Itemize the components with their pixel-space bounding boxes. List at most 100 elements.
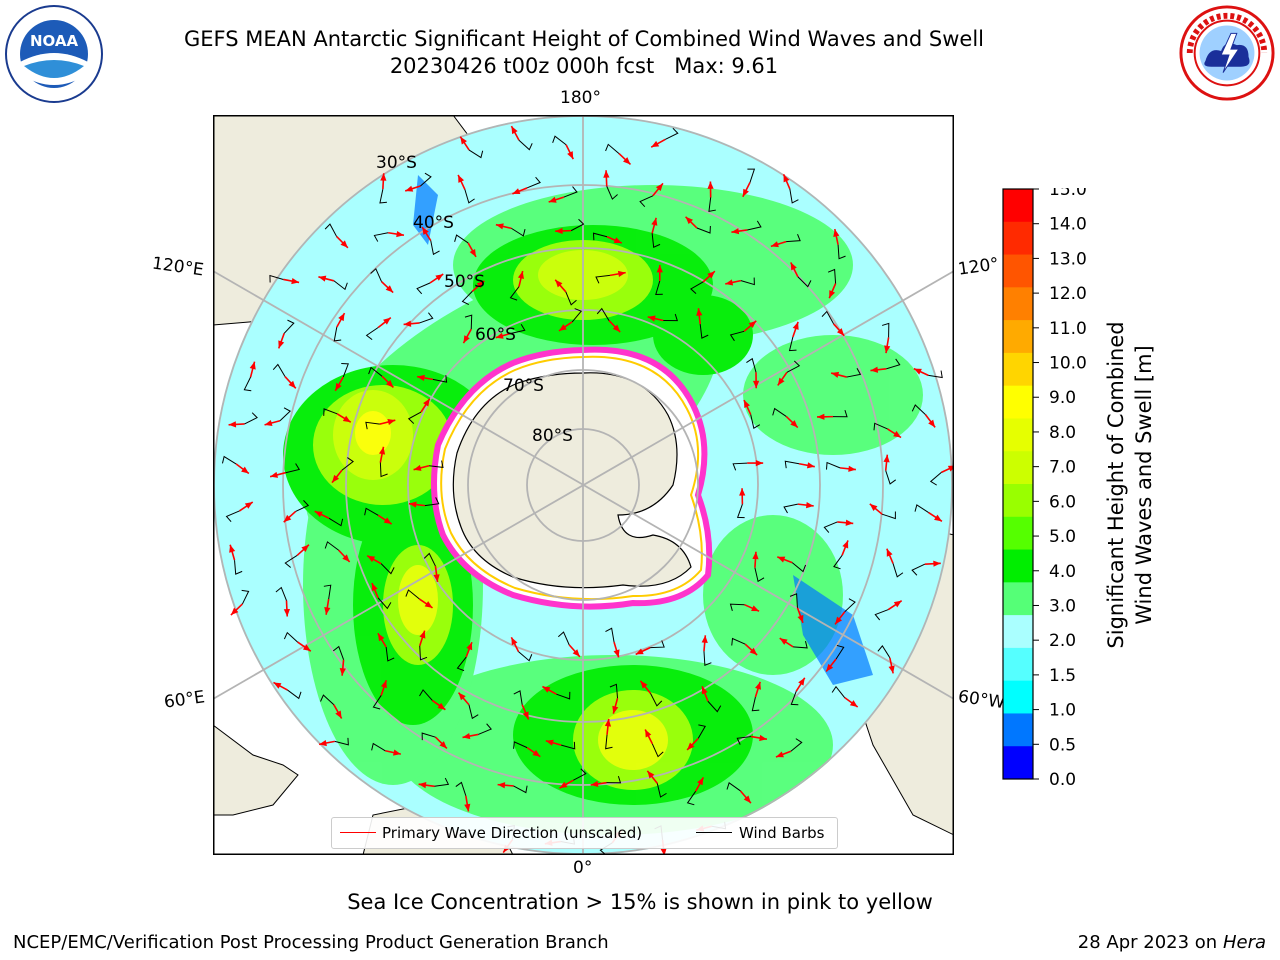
wind-barb <box>279 407 292 422</box>
wind-barb <box>731 637 746 646</box>
wind-barb <box>429 460 444 468</box>
wave-direction-arrowhead <box>244 502 253 509</box>
footer-date-text: 28 Apr 2023 on <box>1077 932 1223 953</box>
wave-direction-arrowhead <box>288 380 296 389</box>
wave-direction-arrowhead <box>437 702 446 710</box>
wind-barb <box>729 330 745 342</box>
colorbar-swatch <box>1003 254 1033 288</box>
wind-barb <box>333 327 342 342</box>
wind-barb <box>513 690 523 705</box>
wave-direction-arrowhead <box>413 464 422 471</box>
wave-direction-arrowhead <box>884 345 891 354</box>
wave-direction-arrowhead <box>893 600 902 608</box>
wind-barb <box>221 455 237 465</box>
lat-label-70s: 70°S <box>503 376 544 396</box>
wind-barb <box>405 589 420 600</box>
wind-barb <box>295 500 310 512</box>
wind-barb <box>592 232 608 241</box>
wind-barb <box>655 280 663 295</box>
wave-direction-arrowhead <box>291 278 300 285</box>
wave-direction-arrowhead <box>367 555 376 563</box>
wave-direction-arrowhead <box>755 459 764 467</box>
wave-direction-arrowhead <box>775 751 784 758</box>
wave-direction-arrowhead <box>377 633 385 642</box>
wind-barb <box>323 584 332 600</box>
wind-barb <box>726 781 741 792</box>
wave-direction-arrowhead <box>466 642 473 651</box>
wave-direction-arrowhead <box>651 140 660 148</box>
lon-label-0: 0° <box>573 858 593 878</box>
wind-barb <box>365 327 379 341</box>
wave-direction-arrowhead <box>687 742 695 750</box>
wave-direction-arrowhead <box>511 126 518 135</box>
wind-barb <box>651 743 664 758</box>
wind-barb <box>732 462 748 471</box>
wave-direction-arrowhead <box>273 682 282 689</box>
wind-barb <box>789 593 798 608</box>
wind-barb <box>454 234 469 244</box>
wave-direction-arrowhead <box>371 583 378 592</box>
wave-direction-arrowhead <box>335 710 342 719</box>
colorbar-label-line1: Significant Height of Combined <box>1104 321 1128 649</box>
colorbar-swatch <box>1003 713 1033 747</box>
wave-direction-arrowhead <box>933 560 941 567</box>
wave-direction-arrowhead <box>748 320 757 329</box>
wave-direction-arrowhead <box>458 174 465 183</box>
wave-direction-arrowhead <box>836 328 845 336</box>
wind-barb <box>341 363 349 378</box>
wind-barb <box>565 291 577 306</box>
lat-label-80s: 80°S <box>532 426 573 446</box>
wave-direction-arrowhead <box>380 680 387 689</box>
wave-direction-arrowhead <box>462 732 471 740</box>
colorbar-tick-label: 6.0 <box>1049 492 1076 512</box>
wind-barb <box>244 412 258 425</box>
wind-barb <box>911 563 925 576</box>
wind-barb <box>736 504 745 519</box>
wave-direction-arrowhead <box>497 782 506 789</box>
wave-direction-arrowhead <box>870 366 879 373</box>
wind-barb <box>929 471 942 486</box>
wind-barb <box>877 645 891 658</box>
wave-direction-arrowhead <box>249 361 256 370</box>
wave-direction-arrowhead <box>433 574 440 582</box>
wind-barb <box>606 775 622 784</box>
wave-direction-arrowhead <box>759 734 767 742</box>
wave-direction-arrowhead <box>893 430 902 438</box>
wave-direction-arrowhead <box>439 741 447 749</box>
wave-direction-arrowhead <box>934 514 942 522</box>
wave-direction-arrowhead <box>845 519 854 526</box>
colorbar-tick-label: 3.0 <box>1049 596 1076 616</box>
wind-barb <box>789 189 799 204</box>
colorbar-tick-label: 2.0 <box>1049 631 1076 651</box>
wave-direction-arrowhead <box>798 677 805 686</box>
wave-direction-arrowhead <box>241 466 249 474</box>
colorbar: 15.0 14.0 13.0 12.0 11.0 10.0 9.0 8.0 7.0 6.0 5.0 4… <box>1000 180 1110 792</box>
colorbar-tick-label: 10.0 <box>1049 354 1087 374</box>
wind-barb <box>284 555 298 568</box>
wave-direction-arrowhead <box>888 665 895 674</box>
wind-barb <box>468 149 484 159</box>
wave-direction-arrowhead <box>301 544 309 552</box>
wind-barb <box>736 736 752 745</box>
wave-direction-arrowhead <box>383 317 391 325</box>
wave-direction-arrowhead <box>463 335 470 344</box>
wave-direction-arrowhead <box>655 183 663 192</box>
wind-barb <box>432 375 448 383</box>
wave-direction-arrowhead <box>379 446 386 455</box>
wind-barb <box>434 777 450 787</box>
chart-title: GEFS MEAN Antarctic Significant Height o… <box>183 27 985 51</box>
wave-direction-arrowhead <box>685 216 694 225</box>
wave-direction-arrowhead <box>731 228 740 235</box>
colorbar-swatch <box>1003 484 1033 518</box>
wave-direction-arrowhead <box>283 608 291 617</box>
wave-direction-arrowhead <box>572 649 580 657</box>
wave-direction-arrowhead <box>385 285 394 293</box>
colorbar-tick-label: 4.0 <box>1049 562 1076 582</box>
wave-direction-arrowhead <box>380 173 387 181</box>
wave-direction-arrowhead <box>512 188 521 194</box>
wind-barb <box>892 563 904 578</box>
wind-barb <box>750 414 761 430</box>
wave-direction-arrowhead <box>278 340 285 349</box>
wave-direction-arrowhead <box>913 368 922 375</box>
wind-barb <box>595 274 610 284</box>
